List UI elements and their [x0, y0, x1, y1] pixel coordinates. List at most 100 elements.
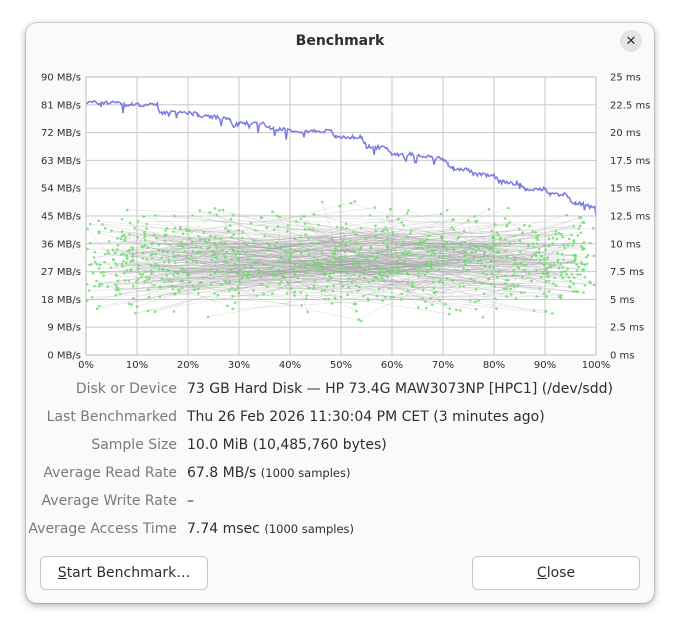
access-time-point [545, 295, 548, 298]
access-time-point [254, 228, 257, 232]
access-time-point [141, 273, 144, 276]
access-time-point [255, 294, 259, 298]
access-time-point [103, 227, 107, 230]
access-time-point [123, 236, 127, 239]
access-time-point [516, 284, 519, 287]
access-time-point [260, 216, 263, 219]
access-time-point [395, 259, 399, 263]
access-time-point [329, 276, 333, 280]
access-time-point [535, 250, 538, 254]
access-time-point [185, 260, 189, 264]
access-time-point [102, 270, 105, 274]
access-time-point [546, 275, 550, 279]
info-row-write-rate: Average Write Rate – [26, 493, 654, 513]
access-time-connector [335, 247, 525, 293]
access-time-connector [214, 224, 508, 255]
access-time-connector [105, 228, 278, 276]
access-time-point [182, 270, 186, 274]
access-time-point [289, 252, 293, 256]
access-time-point [507, 206, 510, 210]
access-time-point [321, 200, 324, 204]
access-time-point [431, 280, 435, 284]
access-time-connector [238, 292, 355, 304]
access-time-point [396, 267, 400, 271]
access-time-value: 7.74 msec (1000 samples) [187, 521, 355, 537]
access-time-point [333, 260, 337, 264]
access-time-connector [102, 224, 521, 252]
access-time-point [304, 271, 308, 274]
access-time-connector [464, 217, 582, 257]
access-time-connector [126, 262, 253, 275]
access-time-point [344, 222, 348, 226]
access-time-point [273, 245, 277, 248]
access-time-point [531, 242, 535, 246]
access-time-point [231, 307, 234, 311]
access-time-connector [333, 261, 367, 266]
access-time-connector [442, 244, 534, 248]
access-time-point [357, 263, 361, 267]
access-time-point [473, 214, 476, 218]
access-time-point [464, 259, 467, 262]
access-time-point [182, 267, 185, 271]
access-time-point [355, 284, 358, 287]
access-time-connector [497, 234, 532, 282]
access-time-connector [210, 269, 477, 310]
access-time-connector [174, 227, 477, 247]
access-time-connector [152, 242, 302, 254]
access-time-point [544, 248, 548, 251]
access-time-point [356, 259, 359, 263]
access-time-point [128, 221, 132, 225]
access-time-point [341, 239, 345, 243]
access-time-point [489, 259, 493, 262]
access-time-point [306, 310, 309, 314]
access-time-connector [145, 245, 289, 260]
access-time-point [364, 236, 368, 240]
access-time-point [279, 245, 283, 249]
access-time-point [535, 295, 538, 298]
access-time-point [209, 268, 213, 272]
close-icon[interactable]: ✕ [620, 30, 642, 52]
info-row-last-benchmarked: Last Benchmarked Thu 26 Feb 2026 11:30:0… [26, 409, 654, 429]
access-time-point [331, 263, 335, 267]
access-time-point [148, 277, 151, 280]
access-time-point [157, 243, 161, 246]
access-time-point [302, 214, 306, 218]
access-time-point [116, 236, 119, 240]
access-time-connector [155, 215, 587, 258]
access-time-point [228, 288, 231, 292]
access-time-point [318, 262, 322, 265]
y-right-tick-label: 5 ms [610, 295, 635, 306]
access-time-point [389, 207, 392, 211]
access-time-point [265, 226, 268, 230]
access-time-connector [318, 243, 547, 282]
access-time-point [437, 267, 441, 271]
access-time-point [536, 242, 539, 245]
access-time-point [186, 229, 189, 232]
access-time-connector [387, 270, 419, 308]
access-time-connector [370, 248, 440, 283]
access-time-connector [424, 237, 442, 275]
access-time-connector [168, 242, 268, 263]
access-time-point [234, 253, 238, 256]
access-time-point [93, 261, 97, 264]
access-time-point [469, 260, 473, 264]
access-time-point [417, 266, 421, 270]
access-time-point [206, 315, 210, 319]
access-time-point [417, 306, 420, 309]
access-time-point [303, 227, 307, 231]
access-time-connector [294, 245, 573, 252]
access-time-connector [239, 233, 556, 281]
access-time-point [150, 257, 154, 260]
access-time-point [423, 239, 427, 243]
access-time-point [378, 271, 382, 275]
access-time-point [477, 247, 480, 251]
access-time-point [462, 229, 466, 233]
access-time-point [299, 235, 302, 239]
access-time-point [438, 280, 441, 284]
access-time-point [183, 249, 187, 253]
access-time-point [283, 244, 287, 248]
access-time-connector [311, 237, 494, 262]
access-time-point [385, 229, 389, 232]
